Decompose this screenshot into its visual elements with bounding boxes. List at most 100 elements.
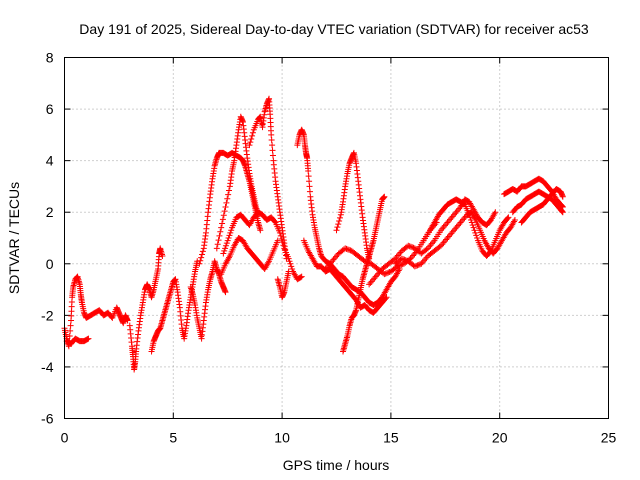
y-tick-label: -6 [41,411,54,427]
data-point-marker [333,227,340,234]
data-point-marker [342,245,349,252]
data-point-marker [398,255,405,262]
data-point-marker [305,173,312,180]
data-point-marker [286,258,293,265]
data-point-marker [85,335,92,342]
data-point-marker [395,262,402,269]
data-point-marker [381,271,388,278]
data-point-marker [398,261,405,268]
data-point-marker [215,237,222,244]
data-point-marker [276,229,283,236]
data-point-marker [298,273,305,280]
data-point-marker [336,217,343,224]
data-point-marker [454,207,461,214]
data-point-marker [447,216,454,223]
data-point-marker [365,259,372,266]
data-point-marker [268,131,275,138]
data-point-marker [297,274,304,281]
data-point-marker [467,214,474,221]
data-point-marker [334,224,341,231]
data-point-marker [222,204,229,211]
data-point-marker [400,256,407,263]
data-point-marker [559,209,566,216]
y-tick-label: 6 [46,101,54,117]
chart-title: Day 191 of 2025, Sidereal Day-to-day VTE… [79,21,589,37]
data-point-marker [472,229,479,236]
data-point-marker [249,129,256,136]
data-point-marker [449,213,456,220]
series-pass-s [420,196,512,260]
data-point-marker [406,243,413,250]
data-point-marker [373,272,380,279]
data-point-marker [268,137,275,144]
data-point-marker [453,208,460,215]
data-point-marker [223,199,230,206]
data-point-marker [66,332,73,339]
data-point-marker [443,221,450,228]
data-point-marker [469,222,476,229]
data-point-marker [67,327,74,334]
data-point-marker [467,216,474,223]
series-pass-n [340,193,388,355]
data-point-marker [274,237,281,244]
data-point-marker [439,225,446,232]
data-point-marker [199,251,206,258]
y-tick-label: 0 [46,256,54,272]
data-point-marker [159,253,166,260]
data-point-marker [468,219,475,226]
data-point-marker [444,219,451,226]
data-point-marker [396,250,403,257]
x-tick-label: 5 [169,430,177,446]
data-point-marker [466,211,473,218]
data-point-marker [220,250,227,257]
data-point-marker [474,235,481,241]
data-point-marker [222,289,229,296]
data-point-marker [361,258,368,265]
data-point-marker [269,142,276,149]
series-pass-g [213,113,262,252]
series-pass-f [196,149,264,267]
data-point-marker [451,227,458,234]
data-point-marker [445,217,452,224]
data-point-marker [84,336,91,343]
data-point-marker [504,215,511,222]
tick-labels: 0 5 10 15 20 25 -6 -4 -2 0 2 4 6 8 [41,50,616,446]
series-pass-t [501,175,566,211]
data-point-marker [335,221,342,228]
data-point-marker [448,214,455,221]
data-point-marker [418,260,425,267]
data-point-marker [436,243,443,250]
data-point-marker [492,209,499,216]
data-point-marker [222,245,229,252]
grid [64,57,609,419]
data-point-marker [219,220,226,227]
data-point-marker [224,195,231,202]
data-point-marker [289,265,296,272]
data-point-marker [397,262,404,269]
data-point-marker [449,228,456,235]
data-point-marker [225,191,232,198]
data-point-marker [287,260,294,267]
data-point-marker [216,232,223,239]
data-point-marker [226,232,233,239]
series-pass-j [218,235,281,278]
data-point-marker [220,212,227,219]
data-point-marker [559,193,566,200]
data-point-marker [218,224,225,231]
data-marks [61,95,566,373]
plot-frame [64,57,609,419]
y-axis-label: SDTVAR / TECUs [6,182,22,294]
x-tick-label: 0 [61,430,69,446]
series-pass-c [126,245,166,373]
y-tick-label: 4 [46,153,54,169]
data-point-marker [411,263,418,270]
data-point-marker [217,228,224,235]
data-point-marker [407,243,414,250]
data-point-marker [447,231,454,238]
data-point-marker [278,236,285,243]
data-point-marker [198,254,205,261]
data-point-marker [367,279,374,286]
data-point-marker [372,273,379,280]
data-point-marker [441,238,448,245]
